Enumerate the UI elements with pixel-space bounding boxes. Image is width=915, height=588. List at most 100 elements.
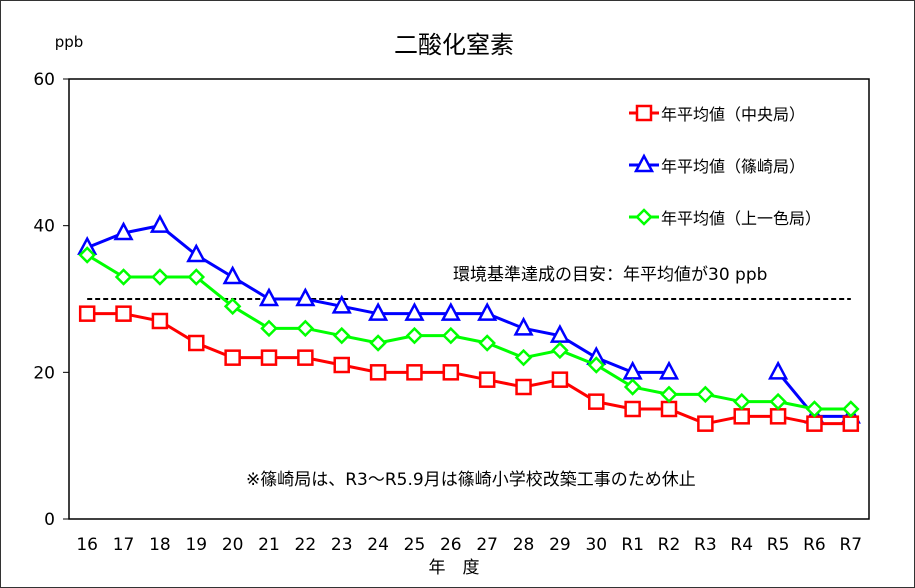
y-tick-label: 20 [33, 363, 55, 383]
legend-item: 年平均値（上一色局） [629, 208, 821, 228]
x-tick-label: 18 [149, 535, 171, 555]
x-tick-label: 20 [222, 535, 244, 555]
data-point [369, 364, 387, 381]
y-tick-label: 40 [33, 217, 55, 237]
x-tick-label: 28 [513, 535, 535, 555]
legend-label: 年平均値（上一色局） [661, 209, 821, 228]
data-point [442, 364, 460, 381]
plot-area [68, 78, 870, 520]
data-point [477, 302, 498, 321]
data-point [406, 364, 423, 381]
x-tick-label: R3 [694, 535, 717, 555]
data-point [478, 334, 496, 352]
y-tick-label: 60 [33, 70, 55, 90]
data-point [115, 305, 132, 322]
data-point [551, 341, 569, 360]
data-point [623, 378, 642, 396]
data-point [404, 302, 425, 321]
data-point [187, 268, 206, 286]
chart-title: 二酸化窒素 [394, 31, 514, 59]
y-tick-label: 0 [44, 510, 55, 530]
data-point [297, 349, 314, 366]
x-tick-label: 24 [367, 535, 389, 555]
data-point [842, 415, 860, 432]
legend-marker [633, 153, 655, 173]
data-point [440, 302, 461, 321]
data-point [732, 392, 751, 411]
data-point [331, 294, 352, 314]
data-point [151, 312, 169, 330]
x-tick-label: 25 [404, 535, 426, 555]
data-point [442, 326, 460, 345]
data-point [223, 297, 242, 316]
x-tick-label: R2 [658, 535, 681, 555]
legend-marker [635, 208, 653, 226]
data-point [222, 265, 243, 285]
x-tick-label: 30 [585, 535, 607, 555]
data-point [405, 326, 424, 345]
data-point [805, 400, 824, 418]
data-point [768, 360, 789, 380]
data-point [806, 415, 823, 432]
x-tick-label: 29 [549, 535, 571, 555]
data-point [332, 326, 351, 345]
legend-item: 年平均値（中央局） [629, 104, 805, 124]
series-line [86, 253, 851, 411]
data-point [260, 349, 278, 366]
x-tick-label: 22 [295, 535, 317, 555]
data-point [769, 408, 787, 425]
x-tick-label: 26 [440, 535, 462, 555]
series-1 [77, 214, 861, 424]
x-tick-label: R5 [767, 535, 790, 555]
data-point [333, 356, 350, 374]
data-point [78, 246, 96, 264]
x-axis-label: 年 度 [429, 558, 480, 578]
data-point [113, 221, 134, 241]
data-point [658, 360, 680, 380]
data-point [188, 334, 205, 352]
data-point [149, 214, 170, 233]
data-point [114, 268, 133, 286]
reference-line-label: 環境基準達成の目安：年平均値が30 ppb [453, 265, 767, 285]
data-point [369, 334, 387, 352]
y-axis-unit: ppb [55, 33, 84, 51]
data-point [842, 400, 860, 418]
x-tick-label: R7 [839, 535, 862, 555]
annotation-note: ※篠崎局は、R3～R5.9月は篠崎小学校改築工事のため休止 [246, 470, 696, 490]
x-tick-label: 16 [76, 535, 98, 555]
x-tick-label: 27 [476, 535, 498, 555]
data-point [368, 302, 389, 321]
data-point [769, 392, 787, 411]
data-point [260, 319, 278, 338]
data-point [151, 268, 169, 286]
data-point [624, 400, 641, 418]
data-point [660, 400, 678, 418]
data-point [587, 356, 606, 374]
data-point [478, 371, 496, 388]
data-point [296, 319, 315, 338]
x-tick-label: 21 [258, 535, 280, 555]
data-point [295, 287, 316, 307]
data-point [733, 408, 750, 425]
data-point [513, 316, 534, 336]
legend-marker [635, 104, 653, 122]
data-point [186, 243, 207, 263]
x-tick-label: 17 [113, 535, 135, 555]
legend-label: 年平均値（篠崎局） [661, 157, 805, 176]
legend-label: 年平均値（中央局） [661, 105, 805, 124]
legend-item: 年平均値（篠崎局） [629, 153, 805, 176]
data-point [515, 378, 532, 396]
series-0 [78, 305, 860, 432]
series-line [87, 312, 851, 426]
data-point [696, 385, 715, 404]
data-point [551, 371, 569, 388]
data-point [697, 415, 714, 432]
data-point [514, 348, 533, 367]
series-2 [78, 246, 860, 418]
data-point [258, 287, 280, 307]
data-point [660, 385, 678, 404]
x-tick-label: R4 [730, 535, 753, 555]
x-tick-label: 23 [331, 535, 353, 555]
